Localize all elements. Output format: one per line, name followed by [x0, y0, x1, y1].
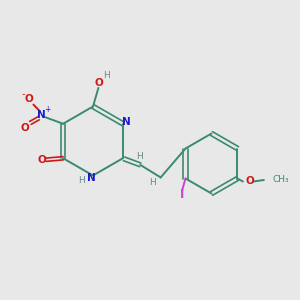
Text: O: O: [21, 123, 29, 133]
Text: CH₃: CH₃: [272, 176, 289, 184]
Text: N: N: [37, 110, 46, 120]
Text: H: H: [149, 178, 156, 187]
Text: O: O: [25, 94, 33, 104]
Text: H: H: [78, 176, 85, 185]
Text: O: O: [94, 77, 103, 88]
Text: N: N: [122, 117, 131, 127]
Text: +: +: [44, 105, 50, 114]
Text: N: N: [87, 173, 96, 183]
Text: O: O: [37, 155, 46, 165]
Text: H: H: [103, 71, 110, 80]
Text: H: H: [136, 152, 143, 161]
Text: -: -: [21, 89, 25, 99]
Text: O: O: [245, 176, 254, 187]
Text: I: I: [180, 188, 184, 201]
